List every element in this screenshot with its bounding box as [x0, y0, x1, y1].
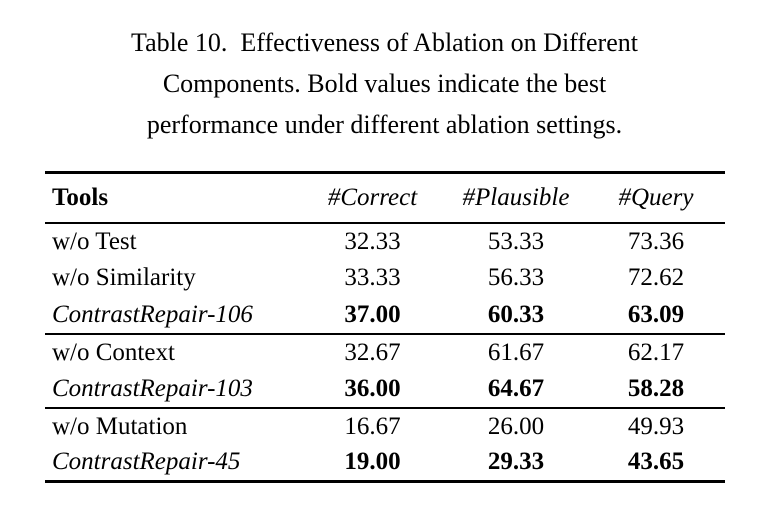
value-cell: 26.00 [487, 412, 545, 440]
value-cell: 33.33 [344, 264, 401, 291]
column-header-correct: #Correct [327, 183, 418, 211]
value-cell: 56.33 [487, 264, 545, 291]
tool-cell: w/o Context [52, 338, 175, 366]
table-row: w/o Mutation 16.67 26.00 49.93 [45, 408, 725, 445]
value-cell: 63.09 [627, 300, 685, 328]
value-cell: 16.67 [344, 412, 401, 440]
tool-cell: ContrastRepair-45 [52, 448, 241, 476]
column-header-query: #Query [618, 183, 694, 211]
value-cell: 49.93 [627, 412, 685, 440]
row-group-3: w/o Mutation 16.67 26.00 49.93 ContrastRepai… [45, 408, 725, 482]
value-cell: 64.67 [487, 374, 545, 402]
table-row: w/o Test 32.33 53.33 73.36 [45, 223, 725, 260]
value-cell: 73.36 [627, 227, 685, 255]
tool-cell: ContrastRepair-106 [52, 300, 253, 328]
caption-line-1: Table 10. Effectiveness of Ablation on D… [131, 28, 638, 57]
table-row: ContrastRepair-103 36.00 64.67 58.28 [45, 371, 725, 408]
tool-cell: ContrastRepair-103 [52, 374, 253, 402]
table-row: ContrastRepair-106 37.00 60.33 63.09 [45, 297, 725, 334]
table-row: w/o Similarity 33.33 56.33 72.62 [45, 260, 725, 297]
table-row: w/o Context 32.67 61.67 62.17 [45, 334, 725, 371]
value-cell: 61.67 [487, 338, 545, 366]
table-caption: Table 10. Effectiveness of Ablation on D… [0, 22, 769, 145]
value-cell: 43.65 [627, 448, 685, 476]
caption-line-2: Components. Bold values indicate the bes… [162, 69, 607, 98]
value-cell: 62.17 [627, 338, 685, 366]
column-header-plausible: #Plausible [462, 183, 570, 211]
value-cell: 32.67 [344, 338, 401, 366]
value-cell: 60.33 [487, 300, 545, 328]
value-cell: 37.00 [344, 300, 401, 328]
value-cell: 53.33 [487, 227, 545, 255]
ablation-table: Tools #Correct #Plausible #Query w/o Tes… [45, 171, 725, 483]
row-group-2: w/o Context 32.67 61.67 62.17 ContrastRepair… [45, 334, 725, 408]
value-cell: 32.33 [344, 227, 401, 255]
table-row: ContrastRepair-45 19.00 29.33 43.65 [45, 445, 725, 482]
value-cell: 58.28 [627, 374, 685, 402]
tool-cell: w/o Mutation [52, 412, 188, 440]
header-row: Tools #Correct #Plausible #Query [45, 172, 725, 223]
caption-line-3: performance under different ablation set… [146, 110, 623, 139]
tool-cell: w/o Test [52, 227, 137, 255]
column-header-tools: Tools [52, 183, 109, 211]
value-cell: 19.00 [344, 448, 401, 476]
tool-cell: w/o Similarity [52, 264, 196, 291]
value-cell: 29.33 [487, 448, 545, 476]
row-group-1: w/o Test 32.33 53.33 73.36 w/o Similarity 33.… [45, 223, 725, 334]
value-cell: 72.62 [627, 264, 685, 291]
value-cell: 36.00 [344, 374, 401, 402]
